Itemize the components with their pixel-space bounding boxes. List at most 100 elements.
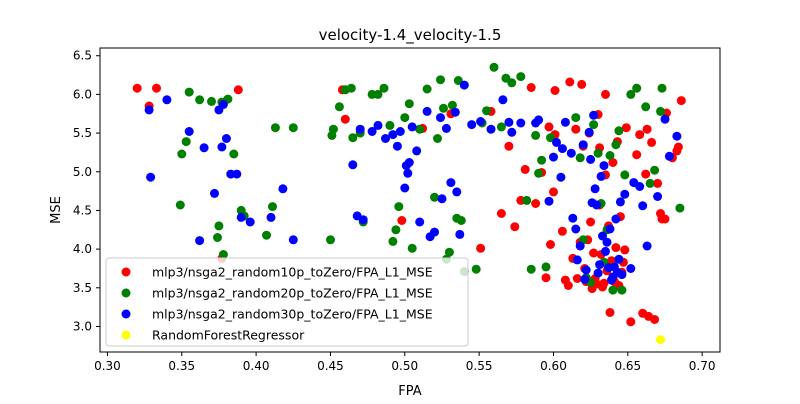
series-2-point-54 (534, 115, 544, 125)
legend-marker-2 (121, 309, 131, 319)
series-0-point-79 (660, 214, 670, 224)
x-tick-label: 0.55 (466, 359, 493, 373)
series-2-point-1 (146, 172, 156, 182)
series-0-point-0 (132, 83, 142, 93)
series-2-point-98 (653, 192, 663, 201)
series-2-point-2 (162, 95, 172, 105)
series-0-point-57 (608, 158, 618, 167)
series-2-point-61 (566, 148, 576, 158)
series-1-point-0 (175, 200, 185, 210)
series-2-point-27 (395, 127, 405, 136)
series-0-point-17 (526, 83, 536, 92)
series-0-point-72 (642, 124, 652, 134)
series-1-point-38 (422, 84, 432, 94)
y-tick-label: 3.5 (73, 281, 92, 295)
series-0-point-71 (641, 169, 651, 179)
legend-label-0: mlp3/nsga2_random10p_toZero/FPA_L1_MSE (152, 265, 433, 280)
series-1-point-88 (675, 203, 685, 213)
series-1-point-53 (489, 62, 499, 72)
series-0-point-14 (510, 222, 520, 232)
series-2-point-16 (266, 212, 276, 222)
series-1-point-44 (444, 247, 454, 257)
series-1-point-40 (433, 134, 442, 143)
series-1-point-83 (641, 102, 651, 112)
series-1-point-4 (195, 95, 205, 105)
series-0-point-20 (541, 273, 551, 283)
series-1-point-1 (177, 149, 187, 159)
y-axis: 3.0 3.5 4.0 4.5 5.0 5.5 6.0 6.5 (73, 49, 100, 333)
series-0-point-76 (653, 178, 663, 188)
series-2-point-75 (593, 268, 603, 278)
series-2-point-3 (184, 127, 194, 136)
series-1-point-9 (218, 250, 228, 259)
series-1-point-39 (430, 192, 439, 202)
series-0-point-31 (571, 124, 581, 134)
series-2-point-49 (498, 95, 508, 105)
series-1-point-59 (526, 264, 536, 274)
series-3-point-0 (656, 335, 665, 345)
y-tick-label: 5.5 (73, 126, 92, 140)
series-1-point-23 (346, 83, 356, 93)
series-2-point-37 (430, 227, 439, 237)
series-2-point-77 (596, 171, 606, 181)
series-1-point-32 (391, 225, 401, 235)
series-1-point-15 (268, 202, 277, 212)
series-1-point-57 (516, 72, 526, 82)
series-0-point-84 (676, 96, 686, 106)
series-2-point-5 (199, 143, 209, 153)
series-2-point-38 (436, 113, 445, 123)
series-1-point-60 (531, 130, 541, 140)
series-2-point-6 (210, 188, 219, 198)
series-1-point-24 (348, 133, 358, 143)
series-0-point-10 (476, 243, 486, 253)
series-2-point-30 (403, 168, 413, 178)
series-0-point-68 (632, 150, 642, 160)
series-2-point-90 (615, 197, 625, 207)
series-2-point-62 (568, 213, 578, 223)
series-0-point-42 (589, 248, 599, 258)
series-0-point-32 (572, 274, 582, 283)
series-2-point-48 (486, 124, 496, 134)
series-1-point-30 (385, 120, 395, 130)
y-tick-label: 3.0 (73, 319, 92, 333)
series-2-point-13 (236, 212, 246, 222)
series-0-point-51 (601, 89, 610, 99)
series-1-point-2 (181, 137, 191, 147)
series-1-point-3 (184, 87, 194, 97)
series-2-point-10 (221, 134, 231, 143)
series-1-point-58 (522, 195, 532, 205)
y-tick-label: 6.0 (73, 87, 92, 101)
series-1-point-87 (657, 83, 667, 93)
series-1-point-20 (328, 124, 338, 134)
series-0-point-23 (549, 187, 558, 197)
series-2-point-100 (664, 151, 674, 161)
series-0-point-6 (340, 114, 350, 124)
series-1-point-81 (626, 89, 636, 99)
series-2-point-96 (638, 201, 648, 211)
series-2-point-80 (601, 246, 610, 256)
series-2-point-39 (437, 194, 447, 204)
series-2-point-87 (611, 214, 621, 224)
series-1-point-76 (608, 285, 618, 295)
series-1-point-62 (537, 155, 547, 165)
series-1-point-56 (507, 78, 517, 88)
series-1-point-6 (213, 233, 222, 242)
series-1-point-80 (620, 170, 630, 180)
legend-label-2: mlp3/nsga2_random30p_toZero/FPA_L1_MSE (152, 307, 433, 322)
series-1-point-18 (326, 235, 335, 245)
series-1-point-31 (388, 236, 398, 246)
chart-title: velocity-1.4_velocity-1.5 (319, 26, 502, 45)
series-1-point-21 (334, 102, 344, 112)
series-2-point-55 (544, 196, 554, 206)
series-0-point-66 (621, 123, 631, 133)
series-2-point-12 (232, 169, 242, 179)
series-1-point-14 (262, 230, 271, 240)
legend-box (105, 257, 469, 347)
series-1-point-7 (214, 221, 224, 231)
legend-label-3: RandomForestRegressor (152, 328, 305, 343)
series-1-point-48 (456, 216, 466, 225)
series-2-point-68 (581, 265, 591, 275)
y-tick-label: 5.0 (73, 165, 92, 179)
x-tick-label: 0.50 (391, 359, 418, 373)
